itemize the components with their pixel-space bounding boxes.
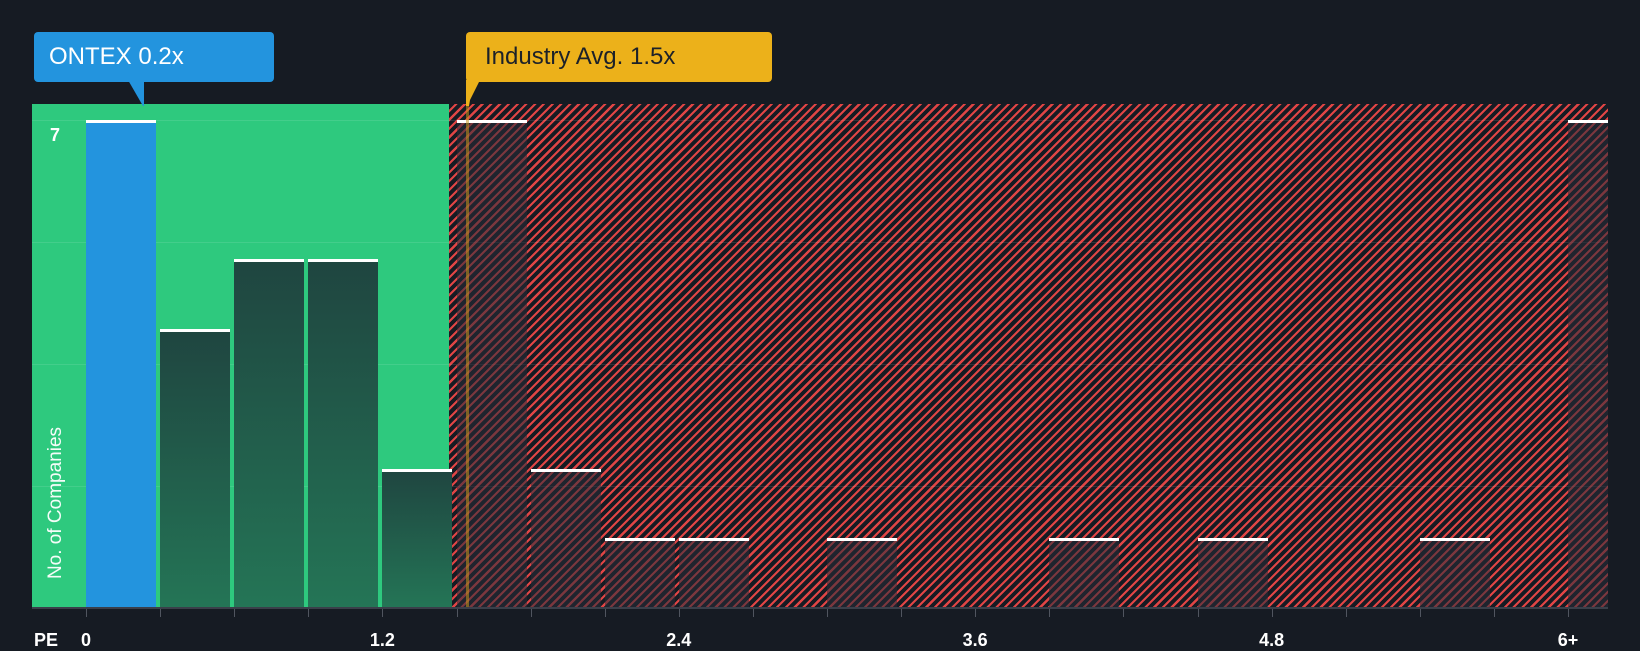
histogram-bar-3.9-4.2	[1049, 538, 1120, 608]
bar-top-marker	[382, 468, 453, 472]
bar-top-marker	[604, 538, 675, 542]
subject-pointer-icon	[128, 80, 144, 106]
chart-plot-area	[32, 104, 1608, 608]
subject-callout-label: ONTEX 0.2x	[49, 43, 184, 70]
x-axis-tick-label: 3.6	[962, 630, 988, 650]
bar-top-marker	[827, 538, 897, 542]
x-axis-tick	[456, 609, 458, 617]
bar-top-marker	[1197, 538, 1268, 542]
bar-top-marker	[308, 259, 379, 263]
y-axis-title: No. of Companies	[45, 426, 66, 580]
x-axis-tick	[1197, 609, 1199, 617]
histogram-bar-1.2-1.5	[382, 468, 453, 608]
histogram-bar-2.4-2.7	[678, 538, 749, 608]
x-axis-tick	[1049, 609, 1051, 617]
gridline	[32, 364, 1608, 365]
x-axis-tick	[530, 609, 532, 617]
x-axis-name: PE	[34, 630, 59, 650]
bar-top-marker	[678, 538, 749, 542]
gridline	[32, 120, 1608, 121]
x-axis-tick	[86, 609, 87, 617]
bar-top-marker	[86, 120, 156, 123]
histogram-bar-5.4-5.7	[1419, 538, 1490, 608]
x-axis-tick	[308, 609, 310, 617]
histogram-bar-0.6-0.9	[234, 259, 305, 608]
bar-top-marker	[160, 329, 231, 333]
x-axis-tick	[1493, 609, 1495, 617]
gridline	[32, 486, 1608, 487]
x-axis-tick	[901, 609, 903, 617]
bar-top-marker	[234, 259, 305, 263]
x-axis-tick-label: 4.8	[1259, 630, 1285, 650]
x-axis-tick	[975, 609, 977, 617]
x-axis-tick	[604, 609, 606, 617]
x-axis-tick-label: 2.4	[666, 630, 692, 650]
x-axis-tick-label: 1.2	[369, 630, 395, 650]
x-axis-tick	[1568, 609, 1569, 617]
bar-top-marker	[456, 120, 527, 123]
histogram-bar-0-0.3	[86, 120, 156, 608]
x-axis-tick	[1345, 609, 1347, 617]
bar-top-marker	[1419, 538, 1490, 542]
x-axis-tick	[1123, 609, 1125, 617]
x-axis-tick	[234, 609, 236, 617]
x-axis-tick	[160, 609, 162, 617]
bar-top-marker	[530, 468, 601, 472]
x-axis-tick	[1419, 609, 1421, 617]
x-axis	[32, 607, 1608, 609]
x-axis-tick	[1271, 609, 1273, 617]
subject-callout: ONTEX 0.2x	[34, 32, 274, 82]
histogram-bar-3.0-3.3	[827, 538, 897, 608]
gridline	[32, 242, 1608, 243]
histogram-bar-2.1-2.4	[604, 538, 675, 608]
histogram-bar-4.5-4.8	[1197, 538, 1268, 608]
histogram-bar-1.8-2.1	[530, 468, 601, 608]
x-axis-tick	[827, 609, 828, 617]
industry-pointer-icon	[466, 80, 480, 106]
bar-top-marker	[1568, 120, 1608, 123]
x-axis-tick	[382, 609, 384, 617]
x-axis-tick	[752, 609, 754, 617]
histogram-bar-6+	[1568, 120, 1608, 608]
bar-top-marker	[1049, 538, 1120, 542]
histogram-bar-0.3-0.6	[160, 329, 231, 608]
y-axis-max-label: 7	[50, 125, 61, 145]
industry-average-callout: Industry Avg. 1.5x	[466, 32, 772, 82]
industry-callout-label: Industry Avg. 1.5x	[485, 43, 676, 70]
x-axis-tick	[678, 609, 680, 617]
histogram-bar-0.9-1.2	[308, 259, 379, 608]
x-axis-tick-label: 0	[80, 630, 92, 650]
above-average-zone	[449, 104, 1608, 608]
industry-average-line	[466, 104, 469, 608]
x-axis-tick-label: 6+	[1557, 630, 1579, 650]
